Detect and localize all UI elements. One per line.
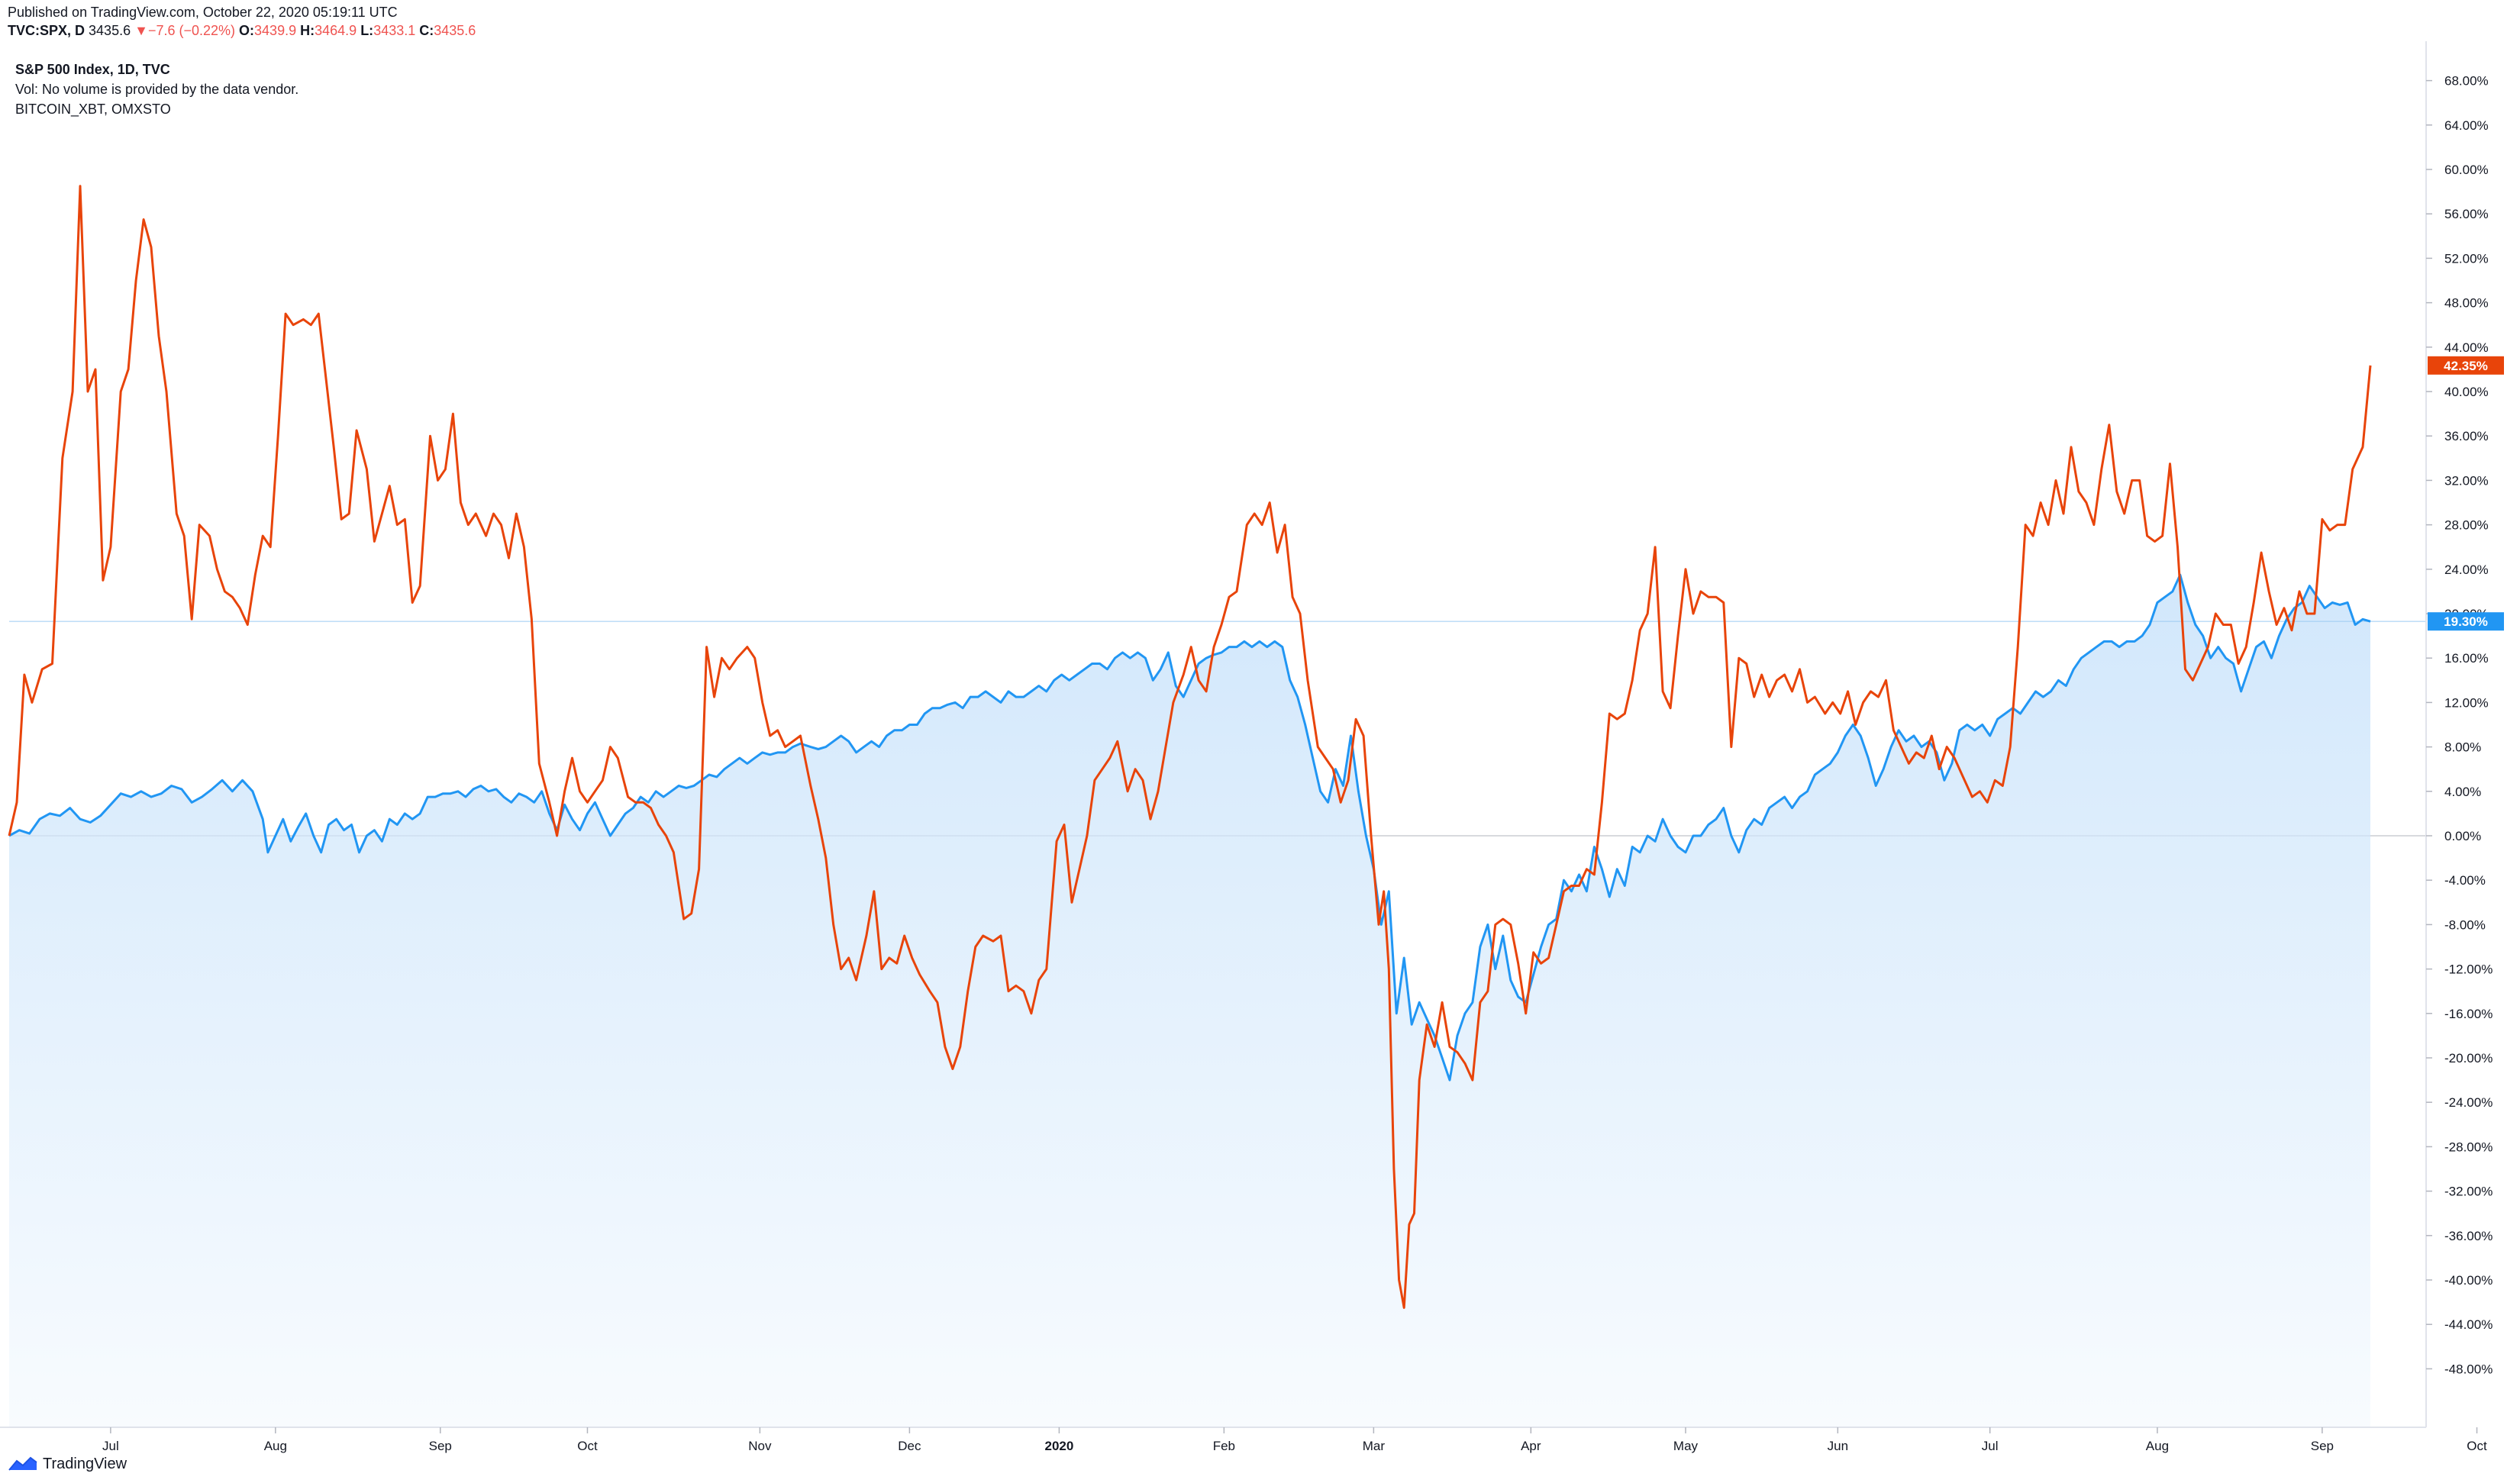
y-tick-label: 4.00% (2444, 785, 2481, 799)
x-tick-label: Aug (264, 1439, 287, 1453)
x-tick-label: Apr (1521, 1439, 1541, 1453)
y-tick-label: 44.00% (2444, 340, 2489, 355)
tradingview-logo-icon (8, 1456, 37, 1471)
spx-last-value-tag-bg (2428, 612, 2504, 631)
x-tick-label: Sep (429, 1439, 452, 1453)
close-label: C: (419, 23, 434, 38)
btc-series-line[interactable] (8, 185, 2372, 1309)
x-tick-label: Dec (898, 1439, 921, 1453)
open-label: O: (239, 23, 255, 38)
y-tick-label: 64.00% (2444, 118, 2489, 133)
y-tick-label: 16.00% (2444, 651, 2489, 666)
y-tick-label: 60.00% (2444, 163, 2489, 177)
y-axis[interactable]: 68.00% 64.00% 60.00% 56.00% 52.00% 48.00% 44.0… (2425, 41, 2493, 1427)
btc-last-value-tag: 42.35% (2444, 359, 2488, 373)
price-tags: 42.35% 19.30% (2428, 356, 2504, 631)
y-tick-label: -44.00% (2444, 1317, 2493, 1332)
high-value: 3464.9 (315, 23, 357, 38)
y-tick-label: 68.00% (2444, 74, 2489, 89)
y-tick-label: -24.00% (2444, 1095, 2493, 1110)
y-tick-label: -32.00% (2444, 1185, 2493, 1199)
x-tick-label: Aug (2146, 1439, 2169, 1453)
y-tick-label: 24.00% (2444, 563, 2489, 577)
low-label: L: (360, 23, 374, 38)
y-tick-label: -4.00% (2444, 873, 2486, 888)
price-value: 3435.6 (89, 23, 131, 38)
y-tick-label: 28.00% (2444, 518, 2489, 533)
y-tick-label: 8.00% (2444, 740, 2481, 755)
x-tick-label: Mar (1363, 1439, 1386, 1453)
brand-name: TradingView (43, 1455, 127, 1472)
close-value: 3435.6 (434, 23, 476, 38)
y-tick-label: -36.00% (2444, 1229, 2493, 1243)
low-value: 3433.1 (373, 23, 416, 38)
change-arrow-icon: ▼ (134, 23, 148, 38)
x-tick-label: Oct (2467, 1439, 2487, 1453)
legend-volume[interactable]: Vol: No volume is provided by the data v… (15, 82, 299, 97)
x-tick-label: Sep (2311, 1439, 2334, 1453)
y-tick-label: -12.00% (2444, 962, 2493, 977)
x-tick-label: Jul (102, 1439, 119, 1453)
spx-series-line[interactable] (8, 573, 2371, 1082)
high-label: H: (300, 23, 315, 38)
chart-legend: S&P 500 Index, 1D, TVC Vol: No volume is… (15, 60, 298, 119)
change-value: −7.6 (−0.22%) (147, 23, 236, 38)
y-tick-label: -28.00% (2444, 1140, 2493, 1154)
open-value: 3439.9 (254, 23, 297, 38)
x-tick-label: Jul (1982, 1439, 1999, 1453)
spx-area-fill (9, 575, 2370, 1427)
x-tick-label: 2020 (1044, 1439, 1073, 1453)
legend-compare-series[interactable]: BITCOIN_XBT, OMXSTO (15, 102, 171, 117)
y-tick-label: 12.00% (2444, 695, 2489, 710)
y-tick-label: 0.00% (2444, 829, 2481, 843)
btc-last-value-tag-bg (2428, 356, 2504, 375)
legend-main-series[interactable]: S&P 500 Index, 1D, TVC (15, 62, 170, 77)
x-tick-label: Oct (577, 1439, 598, 1453)
x-tick-label: Nov (748, 1439, 772, 1453)
x-axis[interactable]: Jul Aug Sep Oct Nov Dec 2020 Feb Mar Apr May Jun Jul… (0, 1427, 2520, 1453)
published-caption: Published on TradingView.com, October 22… (8, 3, 398, 21)
y-tick-label: 40.00% (2444, 385, 2489, 399)
x-tick-label: May (1673, 1439, 1699, 1453)
symbol-text[interactable]: TVC:SPX, D (8, 23, 86, 38)
y-tick-label: -48.00% (2444, 1362, 2493, 1376)
plot-area[interactable] (8, 185, 2426, 1427)
y-tick-label: 48.00% (2444, 296, 2489, 311)
y-tick-label: 52.00% (2444, 251, 2489, 266)
published-text: Published on TradingView.com, October 22… (8, 5, 398, 20)
y-tick-label: -8.00% (2444, 917, 2486, 932)
y-tick-label: 36.00% (2444, 429, 2489, 443)
y-tick-label: 32.00% (2444, 473, 2489, 488)
y-tick-label: -40.00% (2444, 1273, 2493, 1288)
footer-brand[interactable]: TradingView (8, 1455, 127, 1473)
symbol-header: TVC:SPX, D 3435.6 ▼−7.6 (−0.22%) O:3439.… (8, 21, 476, 40)
y-tick-label: 56.00% (2444, 207, 2489, 221)
x-tick-label: Jun (1828, 1439, 1848, 1453)
x-tick-label: Feb (1213, 1439, 1235, 1453)
y-tick-label: -16.00% (2444, 1007, 2493, 1021)
y-tick-label: -20.00% (2444, 1051, 2493, 1066)
spx-last-value-tag: 19.30% (2444, 614, 2488, 629)
